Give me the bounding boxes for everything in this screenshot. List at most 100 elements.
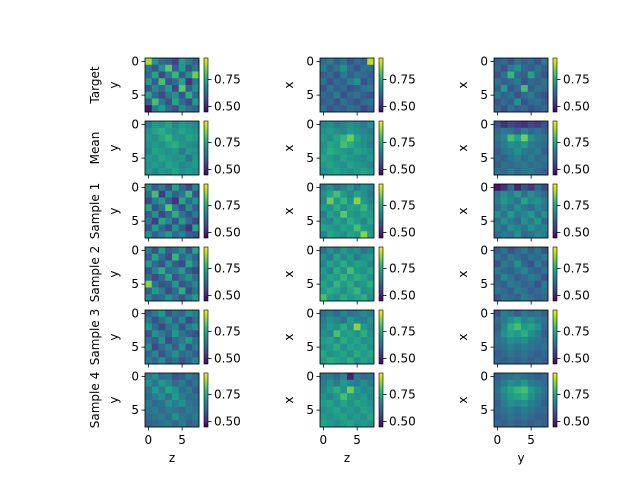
heatmap-cell: [521, 224, 529, 232]
heatmap-cell: [326, 337, 334, 345]
heatmap-cell: [534, 197, 542, 205]
heatmap-cell: [320, 168, 328, 176]
heatmap-cell: [541, 161, 549, 169]
heatmap-cell: [527, 161, 535, 169]
heatmap-cell: [521, 260, 529, 268]
heatmap-cell: [158, 58, 166, 66]
heatmap-cell: [521, 247, 529, 255]
heatmap-cell: [151, 204, 159, 212]
heatmap-cell: [326, 184, 334, 192]
heatmap-cell: [185, 134, 193, 142]
heatmap-cell: [367, 337, 375, 345]
heatmap-cell: [192, 91, 200, 99]
heatmap-cell: [165, 323, 173, 331]
heatmap-cell: [500, 64, 508, 72]
heatmap-cell: [367, 310, 375, 318]
heatmap-cell: [165, 379, 173, 387]
heatmap-cell: [151, 121, 159, 129]
heatmap-cell: [145, 161, 153, 169]
heatmap-frame: [493, 246, 549, 302]
heatmap-cell: [151, 350, 159, 358]
heatmap-cell: [158, 211, 166, 219]
heatmap-cell: [353, 105, 361, 113]
heatmap-cell: [367, 224, 375, 232]
heatmap-cell: [360, 211, 368, 219]
heatmap-cell: [514, 71, 522, 79]
heatmap-cell: [320, 280, 328, 288]
heatmap-cell: [347, 280, 355, 288]
heatmap-cell: [347, 78, 355, 86]
heatmap-cell: [353, 413, 361, 421]
heatmap-cell: [367, 393, 375, 401]
heatmap-cell: [192, 413, 200, 421]
heatmap-cell: [145, 357, 153, 365]
y-tick-label: 0: [306, 180, 314, 194]
heatmap-cell: [521, 413, 529, 421]
heatmap-cell: [340, 64, 348, 72]
heatmap-cell: [514, 85, 522, 93]
heatmap-cell: [347, 260, 355, 268]
heatmap-cell: [172, 330, 180, 338]
heatmap-cell: [145, 154, 153, 162]
heatmap-cell: [192, 337, 200, 345]
heatmap-cell: [507, 413, 515, 421]
heatmap-cell: [145, 337, 153, 345]
heatmap-cell: [353, 78, 361, 86]
heatmap-cell: [367, 274, 375, 282]
heatmap-cell: [326, 105, 334, 113]
heatmap-cell: [151, 280, 159, 288]
heatmap-cell: [360, 406, 368, 414]
heatmap-cell: [507, 280, 515, 288]
heatmap-cell: [333, 330, 341, 338]
heatmap-cell: [172, 204, 180, 212]
heatmap-cell: [165, 316, 173, 324]
heatmap-cell: [158, 127, 166, 135]
heatmap-cell: [340, 247, 348, 255]
heatmap-cell: [172, 105, 180, 113]
heatmap-cell: [178, 406, 186, 414]
heatmap-cell: [172, 350, 180, 358]
heatmap-cell: [521, 58, 529, 66]
heatmap-cell: [165, 224, 173, 232]
heatmap-cell: [158, 204, 166, 212]
heatmap-cell: [367, 379, 375, 387]
y-tick-label: 0: [480, 369, 488, 383]
heatmap-cell: [185, 224, 193, 232]
heatmap-frame: [493, 372, 549, 428]
x-tick-label: 0: [494, 433, 502, 447]
heatmap-cell: [326, 85, 334, 93]
heatmap-cell: [333, 280, 341, 288]
heatmap-cell: [165, 350, 173, 358]
heatmap-cell: [534, 91, 542, 99]
heatmap-cell: [178, 211, 186, 219]
colorbar-tick-label: 0.50: [563, 415, 590, 429]
colorbar-tick-label: 0.75: [563, 73, 590, 87]
heatmap-cell: [340, 224, 348, 232]
heatmap-cell: [507, 287, 515, 295]
heatmap-frame: [144, 120, 200, 176]
heatmap-cell: [158, 323, 166, 331]
heatmap-cell: [145, 400, 153, 408]
heatmap-cell: [527, 393, 535, 401]
heatmap-cell: [178, 184, 186, 192]
colorbar-tick-label: 0.50: [563, 226, 590, 240]
heatmap-cell: [494, 161, 502, 169]
heatmap-cell: [500, 148, 508, 156]
heatmap-cell: [151, 217, 159, 225]
heatmap-cell: [494, 406, 502, 414]
heatmap-cell: [507, 350, 515, 358]
heatmap-cell: [158, 287, 166, 295]
heatmap-cell: [514, 64, 522, 72]
heatmap-cell: [507, 253, 515, 261]
heatmap-cell: [521, 406, 529, 414]
heatmap-cell: [347, 323, 355, 331]
heatmap-cell: [192, 127, 200, 135]
heatmap-cell: [333, 85, 341, 93]
heatmap-cell: [514, 224, 522, 232]
heatmap-cell: [514, 247, 522, 255]
heatmap-cell: [145, 386, 153, 394]
heatmap-cell: [326, 393, 334, 401]
heatmap-cell: [326, 71, 334, 79]
colorbar: [378, 120, 384, 176]
heatmap-cell: [340, 204, 348, 212]
